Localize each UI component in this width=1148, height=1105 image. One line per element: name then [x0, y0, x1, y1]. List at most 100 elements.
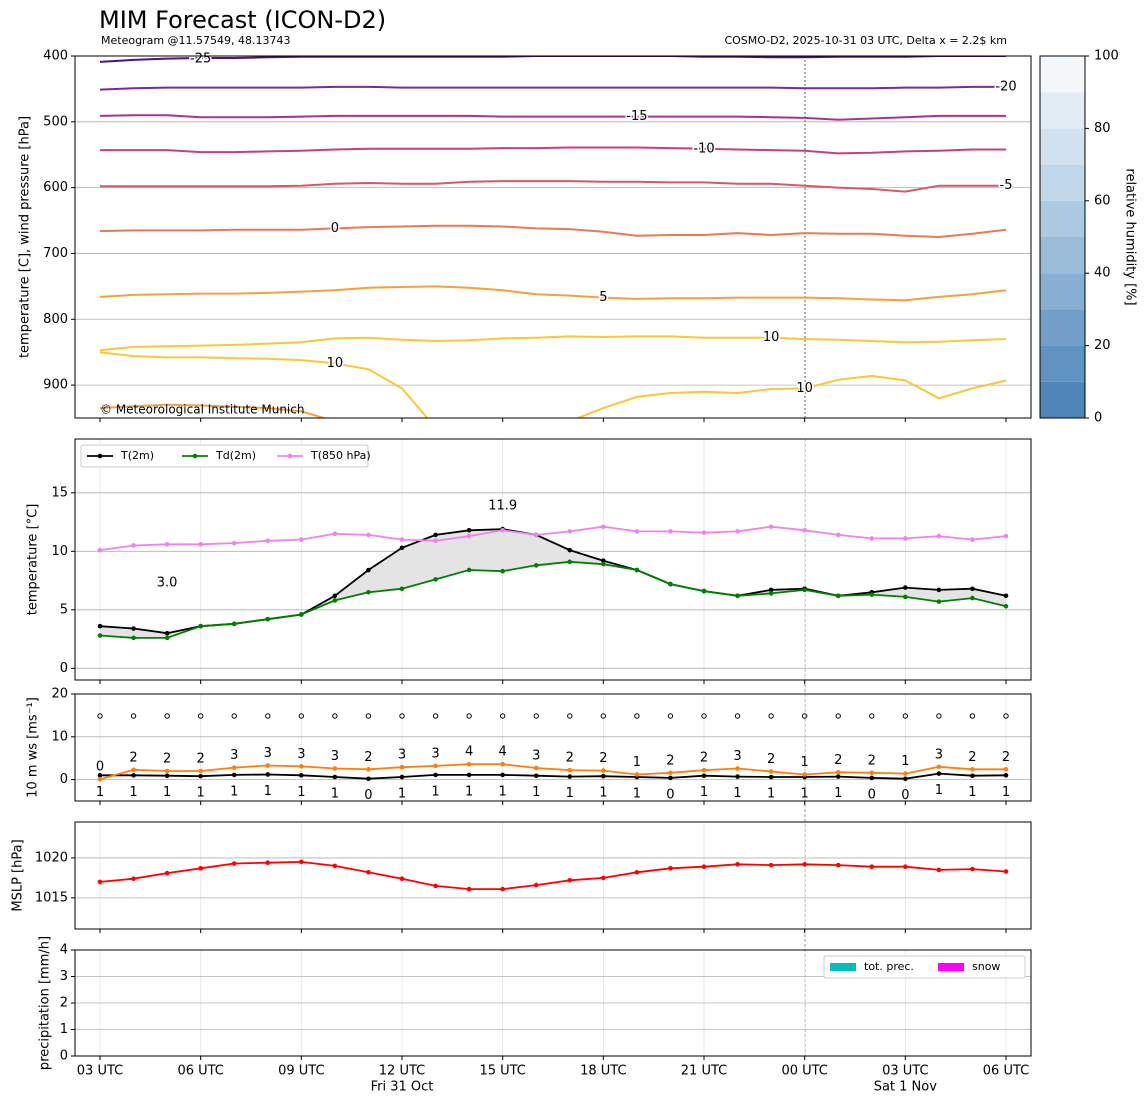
data-point	[466, 761, 472, 767]
value-label: 2	[197, 752, 205, 767]
value-label: 1	[599, 786, 607, 801]
data-point	[399, 537, 405, 542]
isotherm	[100, 180, 1006, 193]
value-label: 0	[901, 788, 909, 803]
value-label: 3	[230, 748, 238, 763]
legend-marker	[287, 453, 293, 459]
data-point	[634, 529, 640, 534]
calm-wind-marker	[902, 713, 909, 719]
data-point	[701, 767, 707, 773]
value-label: 3	[532, 749, 540, 764]
legend-label: T(2m)	[120, 449, 154, 462]
data-point	[198, 773, 203, 779]
calm-wind-marker	[97, 713, 103, 719]
legend-swatch	[938, 963, 964, 971]
data-point	[433, 538, 438, 544]
data-point	[500, 772, 505, 778]
isotherm	[99, 224, 1007, 239]
data-point	[701, 530, 707, 535]
y-tick-label: 15	[51, 485, 68, 500]
colorbar-step	[1040, 164, 1085, 201]
value-label: 2	[834, 753, 842, 768]
data-point	[936, 587, 942, 593]
calm-wind-marker	[1003, 713, 1009, 719]
data-point	[97, 776, 103, 782]
data-point	[299, 612, 304, 617]
value-label: 1	[96, 785, 104, 800]
x-date-label: Fri 31 Oct	[371, 1080, 434, 1095]
colorbar-step	[1040, 128, 1085, 165]
isotherm-label: -20	[995, 79, 1016, 94]
data-point	[869, 864, 875, 870]
data-point	[970, 767, 975, 772]
data-point	[399, 764, 405, 770]
data-point	[601, 875, 606, 881]
value-label: 1	[230, 784, 238, 799]
data-point	[466, 527, 472, 533]
isotherm	[99, 335, 1007, 352]
legend-swatch	[830, 963, 856, 971]
colorbar-tick-label: 0	[1094, 411, 1102, 426]
colorbar-step	[1040, 56, 1085, 93]
calm-wind-marker	[499, 713, 506, 719]
data-point	[936, 867, 942, 873]
data-point	[433, 532, 438, 538]
data-point	[970, 586, 975, 592]
data-point	[366, 532, 371, 538]
value-label: 0	[96, 760, 104, 775]
value-label: 1	[767, 787, 775, 802]
data-point	[533, 773, 539, 779]
chart-subtitle: Meteogram @11.57549, 48.13743	[101, 34, 291, 47]
value-label: 2	[767, 752, 775, 767]
data-point	[601, 773, 606, 779]
value-label: 2	[868, 753, 876, 768]
value-label: 2	[599, 751, 607, 766]
data-point	[332, 531, 338, 537]
y-tick-label: 10	[51, 729, 68, 744]
data-point	[533, 563, 539, 568]
colorbar-step	[1040, 92, 1085, 129]
isotherm	[575, 374, 1007, 418]
isotherm-label: 5	[599, 290, 607, 305]
value-label: 3	[733, 749, 741, 764]
data-point	[802, 527, 807, 533]
data-point	[1003, 773, 1009, 778]
isotherm-label: -10	[693, 141, 714, 156]
legend-label: snow	[972, 960, 1000, 973]
data-point	[299, 537, 304, 542]
data-point	[735, 774, 740, 779]
data-point	[970, 537, 975, 542]
data-point	[768, 769, 774, 774]
y-tick-label: 900	[43, 378, 68, 393]
data-point	[164, 541, 170, 547]
value-label: 1	[733, 786, 741, 801]
plot-frame	[74, 821, 1032, 930]
plot-frame	[74, 438, 1032, 681]
value-label: 3	[331, 749, 339, 764]
value-label: 2	[666, 753, 674, 768]
data-point	[735, 529, 740, 534]
colorbar-step	[1040, 381, 1085, 418]
value-label: 1	[801, 755, 809, 770]
calm-wind-marker	[869, 713, 875, 719]
data-point	[835, 532, 841, 538]
data-point	[97, 623, 103, 629]
data-point	[1003, 603, 1009, 609]
run-info: COSMO-D2, 2025-10-31 03 UTC, Delta x = 2…	[724, 34, 1007, 47]
data-point	[366, 567, 371, 573]
data-point	[433, 763, 438, 769]
data-point	[970, 866, 975, 872]
data-point	[668, 770, 673, 776]
data-point	[332, 774, 338, 780]
value-label: 3	[264, 746, 272, 761]
data-point	[131, 767, 136, 773]
data-point	[97, 879, 103, 885]
colorbar-step	[1040, 309, 1085, 346]
isotherm-label: 10	[327, 356, 344, 371]
data-point	[601, 768, 606, 773]
value-label: 1	[499, 784, 507, 799]
data-point	[903, 536, 908, 541]
data-point	[466, 533, 472, 539]
data-point	[936, 764, 942, 770]
data-point	[164, 870, 170, 876]
